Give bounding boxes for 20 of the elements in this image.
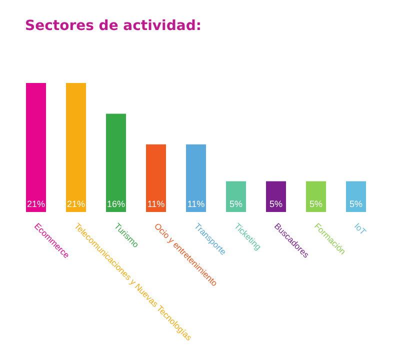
- data-label: 5%: [229, 199, 243, 209]
- data-label: 5%: [349, 199, 363, 209]
- bar: [106, 114, 126, 212]
- bar: [26, 83, 46, 212]
- data-label: 5%: [269, 199, 283, 209]
- bar: [346, 181, 366, 212]
- x-tick-label: IoT: [352, 220, 368, 237]
- data-label: 5%: [309, 199, 323, 209]
- bar: [226, 181, 246, 212]
- bar: [306, 181, 326, 212]
- chart-title: Sectores de actividad:: [25, 18, 202, 34]
- bar: [266, 181, 286, 212]
- bar: [186, 144, 206, 212]
- data-label: 21%: [66, 199, 86, 209]
- data-label: 16%: [106, 199, 126, 209]
- data-label: 11%: [147, 199, 165, 209]
- data-label: 11%: [187, 199, 205, 209]
- bar: [146, 144, 166, 212]
- bar: [66, 83, 86, 212]
- data-label: 21%: [26, 199, 46, 209]
